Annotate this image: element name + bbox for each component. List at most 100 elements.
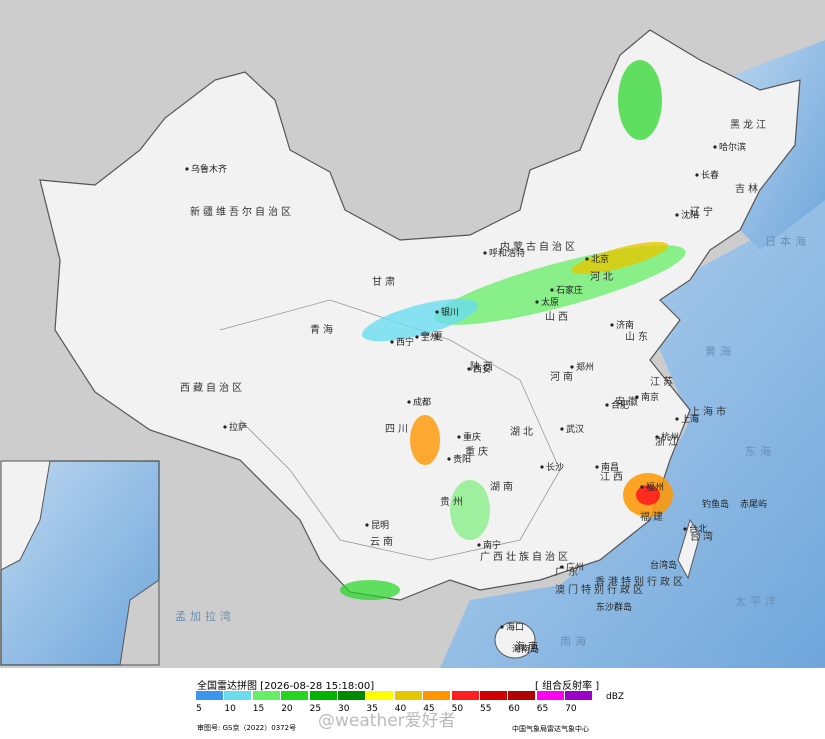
legend-swatch — [224, 691, 252, 700]
province-label: 宁夏 — [420, 330, 446, 343]
province-label: 青海 — [310, 323, 336, 336]
city-dot — [540, 465, 544, 469]
province-label: 福建 — [640, 510, 666, 523]
sea-label: 日本海 — [765, 234, 810, 248]
legend-swatch — [252, 691, 280, 700]
city-dot — [713, 145, 717, 149]
province-label: 山西 — [545, 311, 571, 323]
legend-swatch — [536, 691, 564, 700]
city-label: 济南 — [616, 319, 634, 331]
city-dot — [683, 527, 687, 531]
city-dot — [550, 288, 554, 292]
city-label: 银川 — [441, 306, 459, 318]
province-label: 海南 — [515, 640, 541, 653]
sea-label: 孟加拉湾 — [175, 609, 235, 623]
legend-swatch — [366, 691, 394, 700]
legend-label: 45 — [423, 704, 435, 714]
city-dot — [500, 625, 504, 629]
city-dot — [535, 300, 539, 304]
city-label: 长春 — [701, 169, 719, 181]
city-dot — [415, 335, 419, 339]
city-label: 郑州 — [576, 361, 594, 373]
island-label: 钓鱼岛 — [702, 498, 729, 510]
city-label: 广州 — [566, 561, 584, 573]
province-label: 湖北 — [510, 426, 536, 438]
city-label: 石家庄 — [556, 284, 583, 296]
echo — [361, 298, 479, 342]
inset-land-east — [119, 579, 160, 666]
province-label: 吉林 — [735, 182, 761, 195]
legend-label: 60 — [508, 704, 520, 714]
sea-label: 黄海 — [705, 344, 735, 358]
city-dot — [435, 310, 439, 314]
approval: 审图号: GS京（2022）0372号 — [197, 724, 297, 732]
sea-label: 南海 — [560, 634, 590, 648]
city-label: 西宁 — [396, 336, 414, 348]
legend-label: 30 — [338, 704, 350, 714]
city-label: 重庆 — [463, 431, 481, 443]
legend-label: 20 — [281, 704, 293, 714]
city-dot — [407, 400, 411, 404]
city-label: 哈尔滨 — [719, 141, 746, 153]
inset-land — [0, 460, 51, 571]
city-dot — [390, 340, 394, 344]
legend-label: 10 — [224, 704, 236, 714]
city-dot — [640, 485, 644, 489]
city-dot — [560, 565, 564, 569]
city-dot — [605, 403, 609, 407]
title: 全国雷达拼图 [2026-08-28 15:18:00] — [197, 681, 375, 692]
legend-swatch — [338, 691, 365, 700]
island-label: 赤尾屿 — [740, 499, 767, 510]
province-label: 内蒙古自治区 — [500, 240, 578, 253]
province-label: 江苏 — [650, 375, 676, 388]
province-label: 河北 — [590, 271, 616, 283]
ocean — [440, 200, 825, 668]
legend-label: 55 — [480, 704, 492, 714]
legend-swatch — [451, 691, 479, 700]
legend-swatch — [281, 691, 309, 700]
legend-swatch — [196, 691, 223, 700]
legend-label: 15 — [252, 704, 265, 714]
city-label: 长沙 — [546, 461, 564, 473]
city-label: 西安 — [473, 363, 491, 375]
legend-label: 5 — [196, 704, 202, 714]
province-label: 四川 — [385, 424, 411, 435]
taiwan — [677, 518, 701, 580]
radar-echoes — [340, 60, 686, 600]
city-dot — [675, 417, 679, 421]
city-label: 台北 — [689, 523, 707, 535]
city-label: 南宁 — [483, 539, 501, 551]
province-label: 广西壮族自治区 — [480, 550, 571, 563]
province-label: 江西 — [600, 471, 626, 483]
city-dot — [585, 257, 589, 261]
city-dot — [483, 251, 487, 255]
province-label: 辽宁 — [690, 205, 716, 218]
city-dot — [223, 425, 227, 429]
city-label: 海口 — [506, 621, 524, 633]
legend-label: 40 — [394, 704, 407, 714]
city-dot — [570, 365, 574, 369]
city-dot — [467, 367, 471, 371]
province-label: 甘肃 — [372, 275, 398, 288]
city-dot — [610, 323, 614, 327]
city-label: 杭州 — [661, 431, 679, 443]
province-label: 上海市 — [690, 405, 729, 418]
hainan — [494, 621, 536, 659]
legend-label: 70 — [565, 704, 577, 714]
echo — [618, 60, 662, 140]
echo — [340, 580, 400, 600]
echo — [410, 415, 440, 465]
legend-label: 35 — [366, 704, 378, 714]
city-label: 贵阳 — [453, 453, 471, 465]
city-label: 武汉 — [566, 423, 584, 435]
sea-label: 太平洋 — [735, 594, 780, 608]
echo — [450, 480, 490, 540]
island-label: 东沙群岛 — [596, 601, 632, 613]
city-label: 北京 — [591, 253, 609, 265]
legend-swatch — [480, 691, 507, 700]
city-label: 兰州 — [421, 331, 439, 343]
legend-unit: dBZ — [606, 692, 625, 702]
city-dot — [447, 457, 451, 461]
